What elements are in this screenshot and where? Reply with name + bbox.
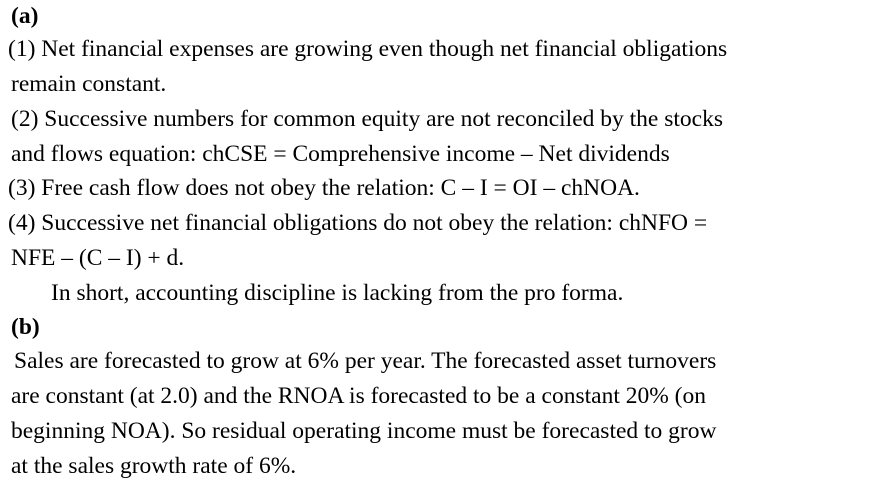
part-a-item-1-line-2: remain constant. — [11, 71, 167, 97]
part-b-line-3: beginning NOA). So residual operating in… — [11, 418, 717, 444]
part-a-item-4-line-2: NFE – (C – I) + d. — [11, 245, 185, 271]
part-a-item-2-line-1: (2) Successive numbers for common equity… — [11, 106, 723, 132]
part-b-heading: (b) — [11, 314, 40, 340]
part-a-item-2-line-2: and flows equation: chCSE = Comprehensiv… — [11, 141, 670, 167]
part-a-item-4-line-1: (4) Successive net financial obligations… — [8, 210, 708, 236]
part-b-line-4: at the sales growth rate of 6%. — [11, 453, 297, 479]
part-a-heading: (a) — [11, 3, 39, 29]
part-a-summary: In short, accounting discipline is lacki… — [51, 280, 624, 306]
part-a-item-3: (3) Free cash flow does not obey the rel… — [8, 175, 640, 201]
part-b-line-1: Sales are forecasted to grow at 6% per y… — [14, 348, 717, 374]
part-a-item-1-line-1: (1) Net financial expenses are growing e… — [8, 36, 728, 62]
part-b-line-2: are constant (at 2.0) and the RNOA is fo… — [11, 383, 706, 409]
